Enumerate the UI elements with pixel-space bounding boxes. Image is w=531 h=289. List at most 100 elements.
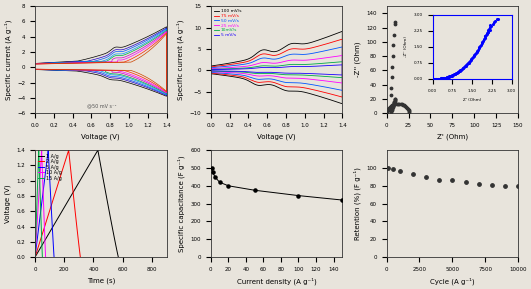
Point [391,20,400,24]
10 A/g [39,177,46,180]
25 mV/s [252,63,259,66]
1 A/g [105,203,111,206]
75 mV/s [208,71,214,75]
25 mV/s [327,80,333,83]
5 A/g [45,149,52,152]
Point [389,103,397,107]
Point [389,104,397,109]
Point [389,54,397,58]
50 mV/s [327,86,333,90]
Point [387,104,395,108]
10mV/s [322,62,328,65]
5 A/g [32,255,38,259]
Point [392,101,401,106]
Point [387,86,396,90]
Point [382,109,391,114]
Point [389,166,398,171]
Point [208,166,216,170]
Y-axis label: Voltage (V): Voltage (V) [5,184,11,223]
5 mV/s [327,73,333,76]
5 A/g [46,169,53,173]
1 A/g [107,216,114,219]
25 mV/s [322,56,328,60]
Text: @50 mV s⁻¹: @50 mV s⁻¹ [87,104,116,109]
100 mV/s [339,29,346,33]
5 mV/s [296,65,303,68]
Point [208,170,217,175]
Line: 1 A/g: 1 A/g [35,150,118,257]
Point [400,103,408,108]
5 mV/s [208,69,214,73]
2 A/g [73,216,79,219]
10mV/s [252,65,259,68]
15 A/g [37,203,44,206]
1 A/g [100,177,106,180]
Point [409,172,417,177]
X-axis label: Z' (Ohm): Z' (Ohm) [437,133,468,140]
X-axis label: Time (s): Time (s) [87,277,115,284]
Point [387,93,395,98]
10mV/s [327,75,333,79]
15 A/g [32,255,38,259]
75 mV/s [208,65,214,68]
75 mV/s [252,56,259,60]
25 mV/s [296,58,303,62]
Point [211,175,219,179]
2 A/g [67,169,74,173]
100 mV/s [339,102,346,105]
Point [294,193,303,198]
Point [390,100,398,105]
Line: 5 mV/s: 5 mV/s [211,65,342,75]
5 A/g [51,255,57,259]
5 mV/s [332,73,338,76]
Point [401,104,410,108]
75 mV/s [339,95,346,99]
Line: 100 mV/s: 100 mV/s [211,31,342,104]
100 mV/s [208,64,214,68]
5 A/g [47,177,53,180]
10 A/g [42,255,49,259]
Point [390,101,398,105]
5 mV/s [252,66,259,70]
X-axis label: Cycle (A g⁻¹): Cycle (A g⁻¹) [430,277,475,285]
Point [405,108,413,113]
10mV/s [339,60,346,64]
Point [224,184,233,188]
50 mV/s [322,49,328,53]
1 A/g [98,169,105,173]
X-axis label: Voltage (V): Voltage (V) [257,133,296,140]
10 A/g [39,156,45,160]
15 A/g [38,216,44,219]
2 A/g [77,255,83,259]
Point [394,101,402,106]
X-axis label: Current density (A g⁻¹): Current density (A g⁻¹) [237,277,316,285]
Y-axis label: Specific current (A g⁻¹): Specific current (A g⁻¹) [4,19,12,100]
Point [388,105,397,110]
Point [403,105,412,110]
Point [390,99,399,103]
1 A/g [113,244,119,247]
Point [389,102,398,107]
10 A/g [38,149,45,152]
10mV/s [339,76,346,79]
Point [474,182,483,186]
15 A/g [39,244,45,247]
Point [389,103,397,108]
2 A/g [65,149,72,152]
25 mV/s [243,64,249,68]
X-axis label: Voltage (V): Voltage (V) [81,133,120,140]
5 A/g [46,156,52,160]
Legend: 100 mV/s, 75 mV/s, 50 mV/s, 25 mV/s, 10mV/s, 5 mV/s: 100 mV/s, 75 mV/s, 50 mV/s, 25 mV/s, 10m… [213,8,242,38]
10 A/g [42,244,48,247]
50 mV/s [208,66,214,69]
2 A/g [32,255,38,259]
10 A/g [39,169,46,173]
Point [388,107,396,111]
100 mV/s [327,98,333,101]
5 mV/s [208,68,214,71]
50 mV/s [252,59,259,63]
Point [388,64,397,69]
5 A/g [50,244,56,247]
75 mV/s [243,60,249,64]
Point [391,97,400,101]
